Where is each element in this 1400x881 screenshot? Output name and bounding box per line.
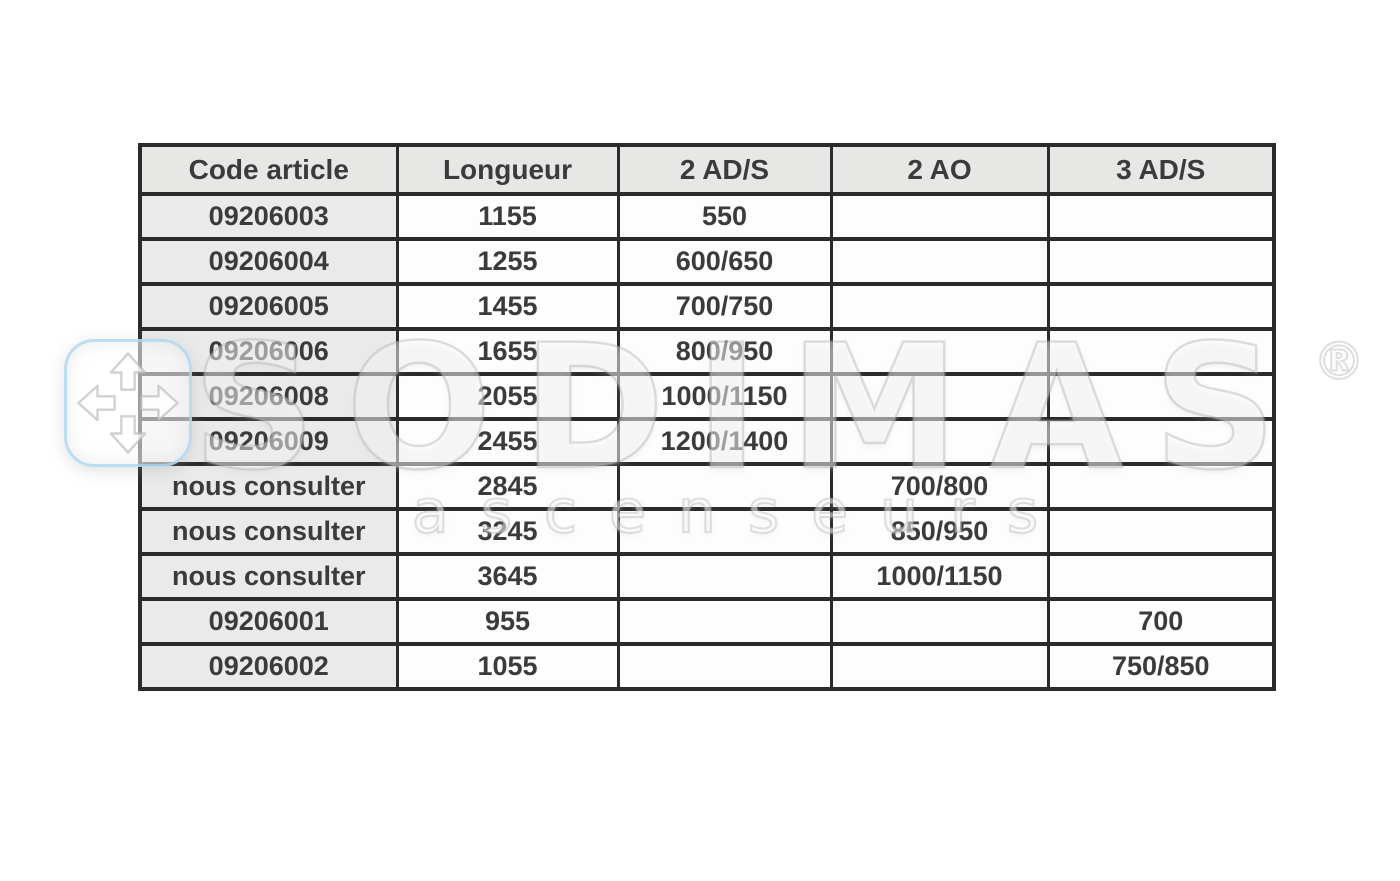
cell-3ads	[1046, 417, 1276, 466]
col-header-2ads: 2 AD/S	[616, 143, 833, 196]
table-row: 09206009 2455 1200/1400	[138, 417, 1276, 466]
table-row: nous consulter 3645 1000/1150	[138, 552, 1276, 601]
cell-code-article: nous consulter	[138, 462, 399, 511]
table-row: 09206006 1655 800/950	[138, 327, 1276, 376]
cell-code-article: 09206003	[138, 192, 399, 241]
cell-3ads	[1046, 237, 1276, 286]
cell-3ads	[1046, 552, 1276, 601]
cell-2ao	[829, 282, 1050, 331]
cell-longueur: 955	[395, 597, 620, 646]
cell-code-article: 09206005	[138, 282, 399, 331]
cell-2ao	[829, 237, 1050, 286]
cell-2ao	[829, 327, 1050, 376]
table-row: nous consulter 3245 850/950	[138, 507, 1276, 556]
cell-longueur: 3645	[395, 552, 620, 601]
cell-3ads: 700	[1046, 597, 1276, 646]
cell-2ao	[829, 642, 1050, 691]
cell-3ads	[1046, 192, 1276, 241]
cell-longueur: 1155	[395, 192, 620, 241]
header-row: Code article Longueur 2 AD/S 2 AO 3 AD/S	[138, 143, 1276, 196]
cell-code-article: nous consulter	[138, 552, 399, 601]
cell-code-article: 09206006	[138, 327, 399, 376]
cell-longueur: 2845	[395, 462, 620, 511]
cell-2ads: 1000/1150	[616, 372, 833, 421]
cell-code-article: 09206001	[138, 597, 399, 646]
col-header-code-article: Code article	[138, 143, 399, 196]
cell-2ao	[829, 417, 1050, 466]
cell-3ads: 750/850	[1046, 642, 1276, 691]
cell-2ao	[829, 192, 1050, 241]
col-header-2ao: 2 AO	[829, 143, 1050, 196]
cell-2ads: 1200/1400	[616, 417, 833, 466]
table-row: 09206003 1155 550	[138, 192, 1276, 241]
cell-3ads	[1046, 327, 1276, 376]
cell-longueur: 2455	[395, 417, 620, 466]
cell-3ads	[1046, 372, 1276, 421]
col-header-3ads: 3 AD/S	[1046, 143, 1276, 196]
cell-longueur: 2055	[395, 372, 620, 421]
cell-2ao	[829, 372, 1050, 421]
cell-code-article: 09206004	[138, 237, 399, 286]
cell-code-article: 09206009	[138, 417, 399, 466]
table-row: 09206001 955 700	[138, 597, 1276, 646]
cell-2ads	[616, 462, 833, 511]
cell-code-article: 09206008	[138, 372, 399, 421]
table-row: nous consulter 2845 700/800	[138, 462, 1276, 511]
col-header-longueur: Longueur	[395, 143, 620, 196]
spec-table-container: Code article Longueur 2 AD/S 2 AO 3 AD/S…	[138, 143, 1276, 691]
spec-table: Code article Longueur 2 AD/S 2 AO 3 AD/S…	[138, 143, 1276, 691]
cell-2ao: 1000/1150	[829, 552, 1050, 601]
table-row: 09206005 1455 700/750	[138, 282, 1276, 331]
table-row: 09206002 1055 750/850	[138, 642, 1276, 691]
cell-longueur: 1655	[395, 327, 620, 376]
cell-2ads	[616, 597, 833, 646]
cell-2ads: 700/750	[616, 282, 833, 331]
cell-2ao: 850/950	[829, 507, 1050, 556]
cell-3ads	[1046, 282, 1276, 331]
cell-3ads	[1046, 507, 1276, 556]
cell-2ao	[829, 597, 1050, 646]
table-row: 09206008 2055 1000/1150	[138, 372, 1276, 421]
cell-code-article: 09206002	[138, 642, 399, 691]
registered-mark: ®	[1312, 332, 1366, 392]
cell-longueur: 1255	[395, 237, 620, 286]
cell-2ads: 800/950	[616, 327, 833, 376]
cell-3ads	[1046, 462, 1276, 511]
cell-2ads	[616, 552, 833, 601]
cell-longueur: 3245	[395, 507, 620, 556]
cell-2ads	[616, 507, 833, 556]
cell-2ads: 600/650	[616, 237, 833, 286]
table-row: 09206004 1255 600/650	[138, 237, 1276, 286]
cell-2ao: 700/800	[829, 462, 1050, 511]
cell-2ads	[616, 642, 833, 691]
cell-code-article: nous consulter	[138, 507, 399, 556]
cell-2ads: 550	[616, 192, 833, 241]
cell-longueur: 1455	[395, 282, 620, 331]
cell-longueur: 1055	[395, 642, 620, 691]
